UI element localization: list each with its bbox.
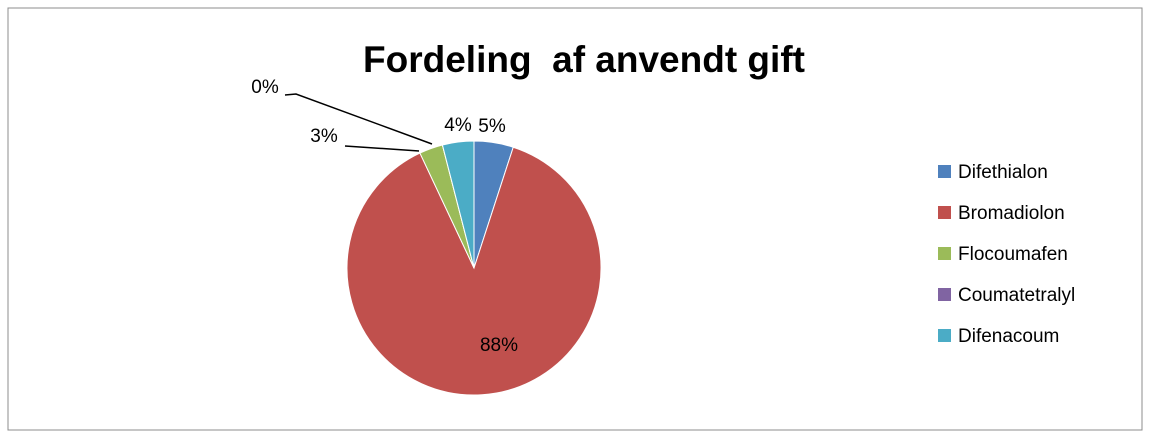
data-label-difethialon: 5%: [478, 116, 506, 137]
legend-swatch-bromadiolon: [938, 206, 951, 219]
pie-slice-difenacoum: [441, 140, 475, 269]
legend: Difethialon Bromadiolon Flocoumafen Coumate…: [938, 162, 1075, 347]
data-label-difenacoum: 4%: [444, 115, 472, 136]
leader-lines: [284, 93, 433, 152]
leader-line-coumatetralyl: [284, 93, 433, 145]
data-label-coumatetralyl: 0%: [251, 77, 279, 98]
legend-label-bromadiolon: Bromadiolon: [958, 203, 1065, 224]
data-label-flocoumafen: 3%: [310, 126, 338, 147]
legend-swatch-difethialon: [938, 165, 951, 178]
data-label-bromadiolon: 88%: [480, 335, 518, 356]
data-labels: 5% 88% 3% 0% 4%: [251, 77, 518, 356]
legend-label-difethialon: Difethialon: [958, 162, 1048, 183]
legend-swatch-difenacoum: [938, 329, 951, 342]
pie-slices: [346, 140, 602, 396]
legend-label-difenacoum: Difenacoum: [958, 326, 1059, 347]
chart-title: Fordeling af anvendt gift: [363, 39, 805, 80]
legend-label-coumatetralyl: Coumatetralyl: [958, 285, 1075, 306]
pie-slice-bromadiolon: [346, 146, 602, 396]
legend-swatch-flocoumafen: [938, 247, 951, 260]
legend-swatch-coumatetralyl: [938, 288, 951, 301]
legend-label-flocoumafen: Flocoumafen: [958, 244, 1068, 265]
leader-line-flocoumafen: [344, 145, 420, 152]
